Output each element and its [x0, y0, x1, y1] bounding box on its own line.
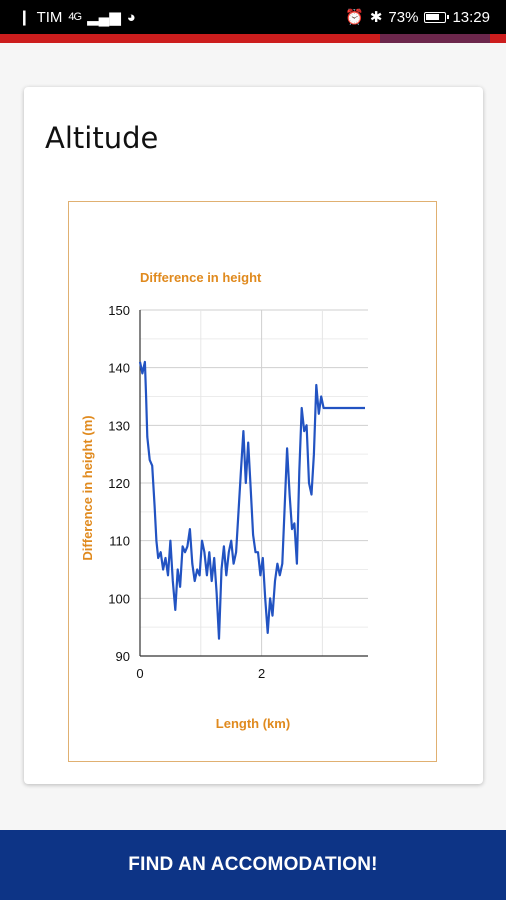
carrier-label: TIM [36, 8, 63, 26]
status-bar: ❙ TIM 4G ▂▄▆ ◕ ⏰ ✱ 73% 13:29 [0, 0, 506, 34]
chart-title: Difference in height [140, 270, 262, 285]
x-tick-label: 0 [136, 666, 143, 681]
status-right: ⏰ ✱ 73% 13:29 [345, 8, 490, 27]
chart-y-axis-label: Difference in height (m) [80, 415, 95, 560]
x-tick-label: 2 [258, 666, 265, 681]
find-accommodation-label: FIND AN ACCOMODATION! [128, 854, 378, 875]
altitude-chart: 90 100 110 120 130 140 150 0 2 Difference in hei… [68, 201, 437, 762]
signal-bars-icon: ❙ [18, 9, 31, 26]
header-accent-bar [0, 34, 506, 43]
y-tick-label: 100 [108, 591, 130, 606]
card-title: Altitude [45, 121, 159, 155]
battery-percent: 73% [388, 8, 419, 26]
status-left: ❙ TIM 4G ▂▄▆ ◕ [18, 8, 136, 27]
alarm-icon: ⏰ [345, 9, 364, 26]
data-saver-icon: ◕ [126, 8, 136, 26]
chart-svg: 90 100 110 120 130 140 150 0 2 Difference in hei… [80, 270, 368, 731]
chart-x-axis-label: Length (km) [216, 716, 290, 731]
y-tick-label: 120 [108, 476, 130, 491]
y-tick-label: 90 [116, 649, 130, 664]
bluetooth-icon: ✱ [369, 9, 383, 26]
y-tick-label: 130 [108, 418, 130, 433]
find-accommodation-button[interactable]: FIND AN ACCOMODATION! [0, 830, 506, 900]
battery-icon [424, 11, 450, 23]
y-tick-label: 140 [108, 361, 130, 376]
y-tick-label: 110 [109, 534, 130, 549]
altitude-card: Altitude 90 100 110 120 130 140 150 0 2 Differen… [24, 87, 483, 784]
cell-signal-icon: ▂▄▆ [87, 9, 121, 26]
network-type: 4G [68, 11, 82, 23]
y-tick-label: 150 [108, 303, 130, 318]
series-line-altitude [138, 360, 365, 640]
clock-time: 13:29 [452, 8, 490, 26]
chart-axes: 90 100 110 120 130 140 150 0 2 [108, 303, 368, 681]
